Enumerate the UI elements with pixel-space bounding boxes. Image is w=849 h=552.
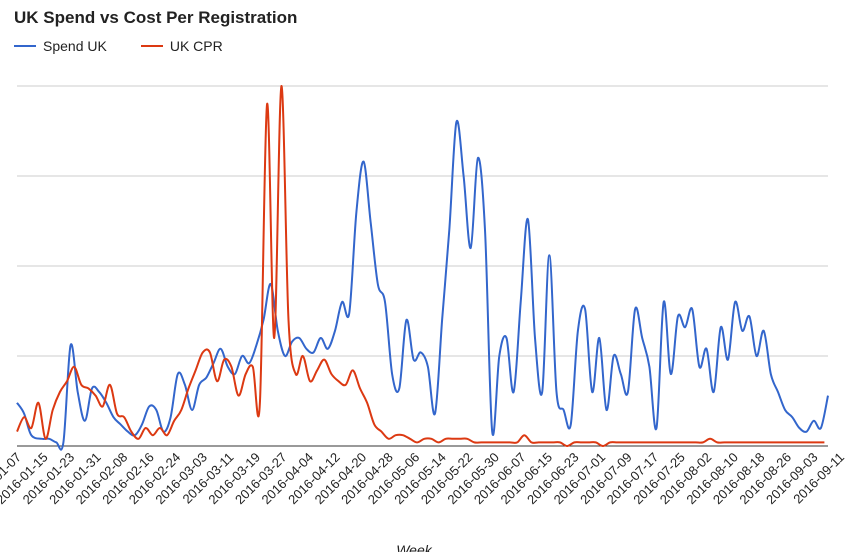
x-axis-title: Week [396, 542, 433, 552]
legend-item-spend-uk[interactable]: Spend UK [14, 38, 107, 54]
gridlines [17, 85, 828, 447]
series-line-spend-uk [16, 119, 829, 451]
legend-label-uk-cpr: UK CPR [169, 38, 223, 54]
chart-title: UK Spend vs Cost Per Registration [14, 8, 298, 27]
legend-swatch-uk-cpr [140, 45, 163, 47]
legend: Spend UK UK CPR [14, 38, 257, 54]
legend-label-spend-uk: Spend UK [43, 38, 107, 54]
legend-item-uk-cpr[interactable]: UK CPR [140, 38, 223, 54]
series-line-uk-cpr [16, 84, 825, 447]
legend-swatch-spend-uk [14, 45, 36, 47]
